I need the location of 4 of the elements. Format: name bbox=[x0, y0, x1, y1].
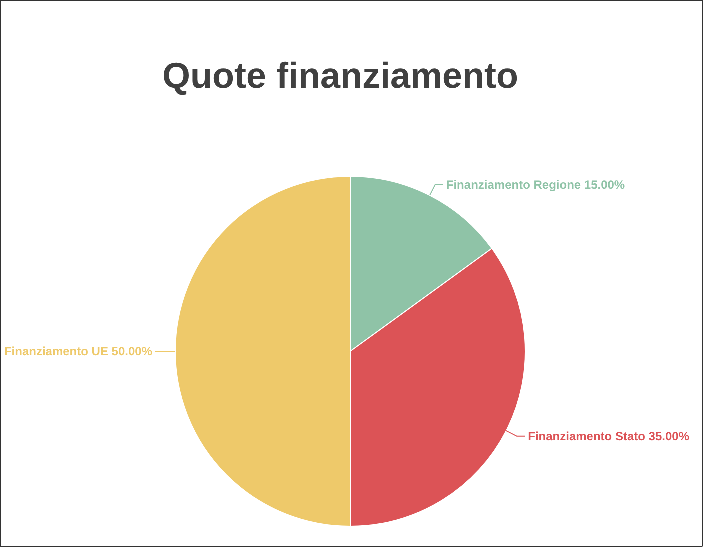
slice-label: Finanziamento Stato 35.00% bbox=[528, 429, 690, 444]
slice-label: Finanziamento Regione 15.00% bbox=[446, 178, 626, 192]
slice-label: Finanziamento UE 50.00% bbox=[4, 344, 153, 358]
chart-title: Quote finanziamento bbox=[162, 55, 519, 96]
